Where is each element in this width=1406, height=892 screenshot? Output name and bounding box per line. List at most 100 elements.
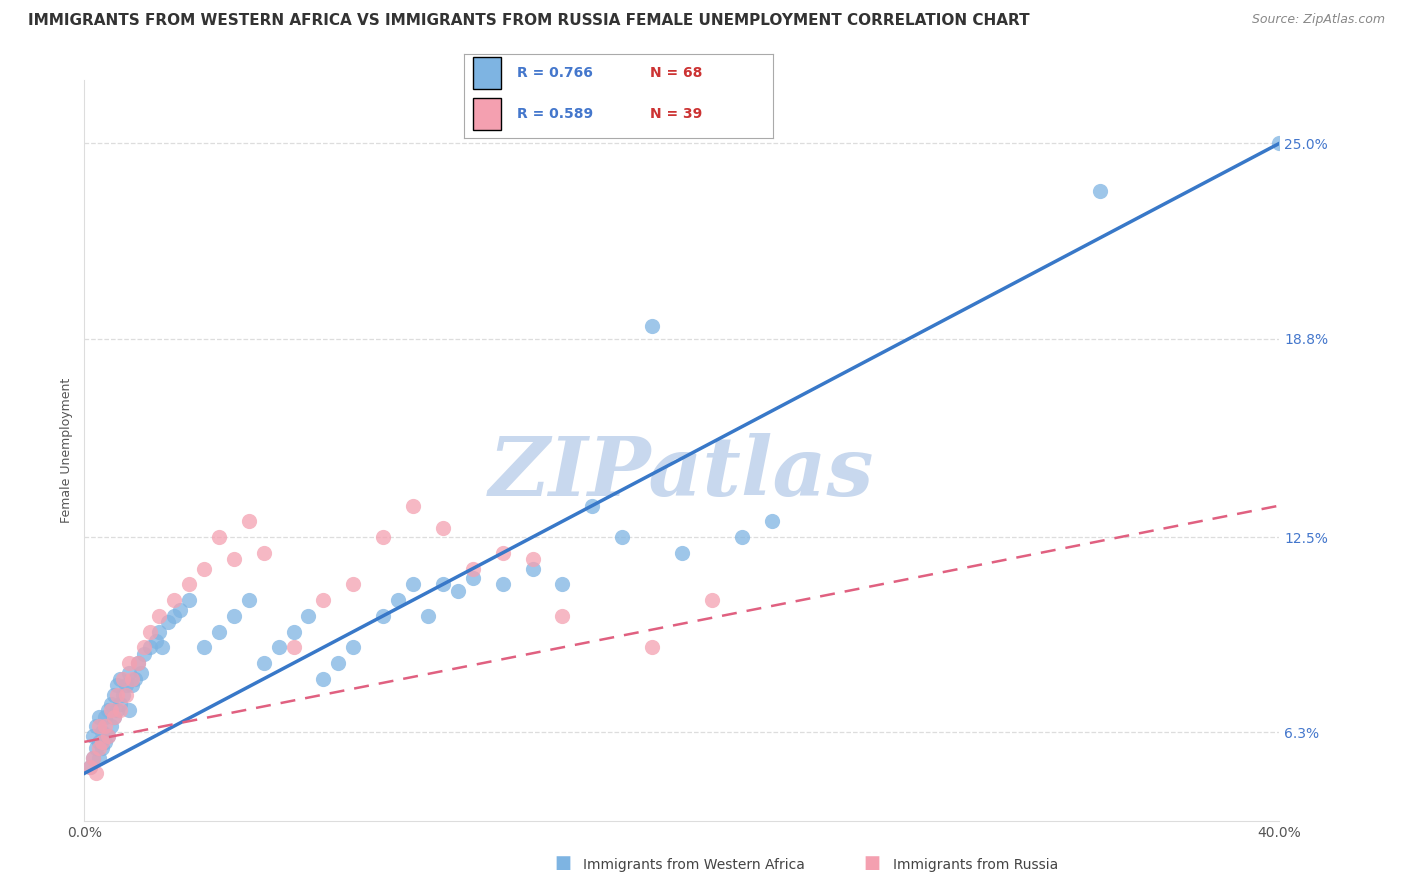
Point — [193, 561, 215, 575]
Point — [163, 608, 186, 623]
Point — [522, 552, 544, 566]
Point — [328, 656, 350, 670]
Point — [97, 703, 120, 717]
Point — [297, 608, 319, 623]
Point — [253, 656, 276, 670]
Point — [105, 678, 128, 692]
Point — [612, 530, 634, 544]
Text: Immigrants from Russia: Immigrants from Russia — [893, 858, 1059, 872]
Point — [115, 678, 138, 692]
Text: ZIPatlas: ZIPatlas — [489, 433, 875, 513]
Point — [110, 672, 132, 686]
Point — [432, 521, 454, 535]
Point — [118, 703, 141, 717]
Point — [492, 577, 515, 591]
Point — [342, 577, 364, 591]
Point — [112, 688, 135, 702]
Point — [97, 729, 120, 743]
Point — [110, 703, 132, 717]
Point — [373, 608, 395, 623]
Point — [103, 688, 125, 702]
Point — [208, 530, 231, 544]
Point — [89, 719, 111, 733]
Point — [461, 571, 484, 585]
Point — [118, 656, 141, 670]
Point — [110, 697, 132, 711]
Point — [387, 593, 409, 607]
Point — [132, 640, 156, 655]
Point — [124, 672, 146, 686]
Point — [238, 514, 260, 528]
Text: R = 0.766: R = 0.766 — [516, 66, 592, 80]
Point — [79, 760, 101, 774]
Point — [139, 624, 162, 639]
Point — [89, 709, 111, 723]
Point — [150, 640, 173, 655]
Point — [82, 750, 104, 764]
Text: ■: ■ — [863, 855, 880, 872]
Point — [416, 608, 439, 623]
Point — [253, 546, 276, 560]
Point — [283, 640, 305, 655]
Text: IMMIGRANTS FROM WESTERN AFRICA VS IMMIGRANTS FROM RUSSIA FEMALE UNEMPLOYMENT COR: IMMIGRANTS FROM WESTERN AFRICA VS IMMIGR… — [28, 13, 1029, 29]
Text: N = 68: N = 68 — [650, 66, 702, 80]
Point — [373, 530, 395, 544]
Point — [132, 647, 156, 661]
Text: R = 0.589: R = 0.589 — [516, 107, 593, 120]
Point — [97, 729, 120, 743]
Point — [193, 640, 215, 655]
Point — [731, 530, 754, 544]
Point — [551, 577, 574, 591]
Point — [157, 615, 180, 629]
Point — [91, 725, 114, 739]
Text: Source: ZipAtlas.com: Source: ZipAtlas.com — [1251, 13, 1385, 27]
FancyBboxPatch shape — [474, 97, 501, 130]
Point — [86, 766, 108, 780]
Point — [163, 593, 186, 607]
Point — [177, 577, 200, 591]
Point — [79, 760, 101, 774]
Point — [127, 656, 149, 670]
Point — [82, 750, 104, 764]
Y-axis label: Female Unemployment: Female Unemployment — [60, 378, 73, 523]
Point — [671, 546, 693, 560]
Point — [86, 719, 108, 733]
Point — [492, 546, 515, 560]
Point — [641, 318, 664, 333]
Point — [342, 640, 364, 655]
Point — [1090, 184, 1112, 198]
Point — [94, 719, 117, 733]
Text: ■: ■ — [554, 855, 571, 872]
Point — [148, 624, 170, 639]
Point — [169, 602, 191, 616]
Point — [402, 577, 425, 591]
Point — [127, 656, 149, 670]
Point — [139, 640, 162, 655]
Point — [129, 665, 152, 680]
Point — [432, 577, 454, 591]
Point — [145, 634, 167, 648]
Point — [402, 499, 425, 513]
Point — [283, 624, 305, 639]
Point — [112, 672, 135, 686]
Point — [121, 678, 143, 692]
Point — [238, 593, 260, 607]
Point — [177, 593, 200, 607]
Point — [267, 640, 290, 655]
Point — [100, 719, 122, 733]
Point — [89, 735, 111, 749]
Point — [115, 688, 138, 702]
Point — [522, 561, 544, 575]
Text: N = 39: N = 39 — [650, 107, 702, 120]
Point — [94, 735, 117, 749]
Point — [105, 688, 128, 702]
Point — [312, 593, 335, 607]
Point — [641, 640, 664, 655]
Point — [121, 672, 143, 686]
Point — [148, 608, 170, 623]
Point — [222, 608, 245, 623]
Point — [82, 729, 104, 743]
Point — [208, 624, 231, 639]
Point — [100, 703, 122, 717]
Point — [1268, 136, 1291, 151]
